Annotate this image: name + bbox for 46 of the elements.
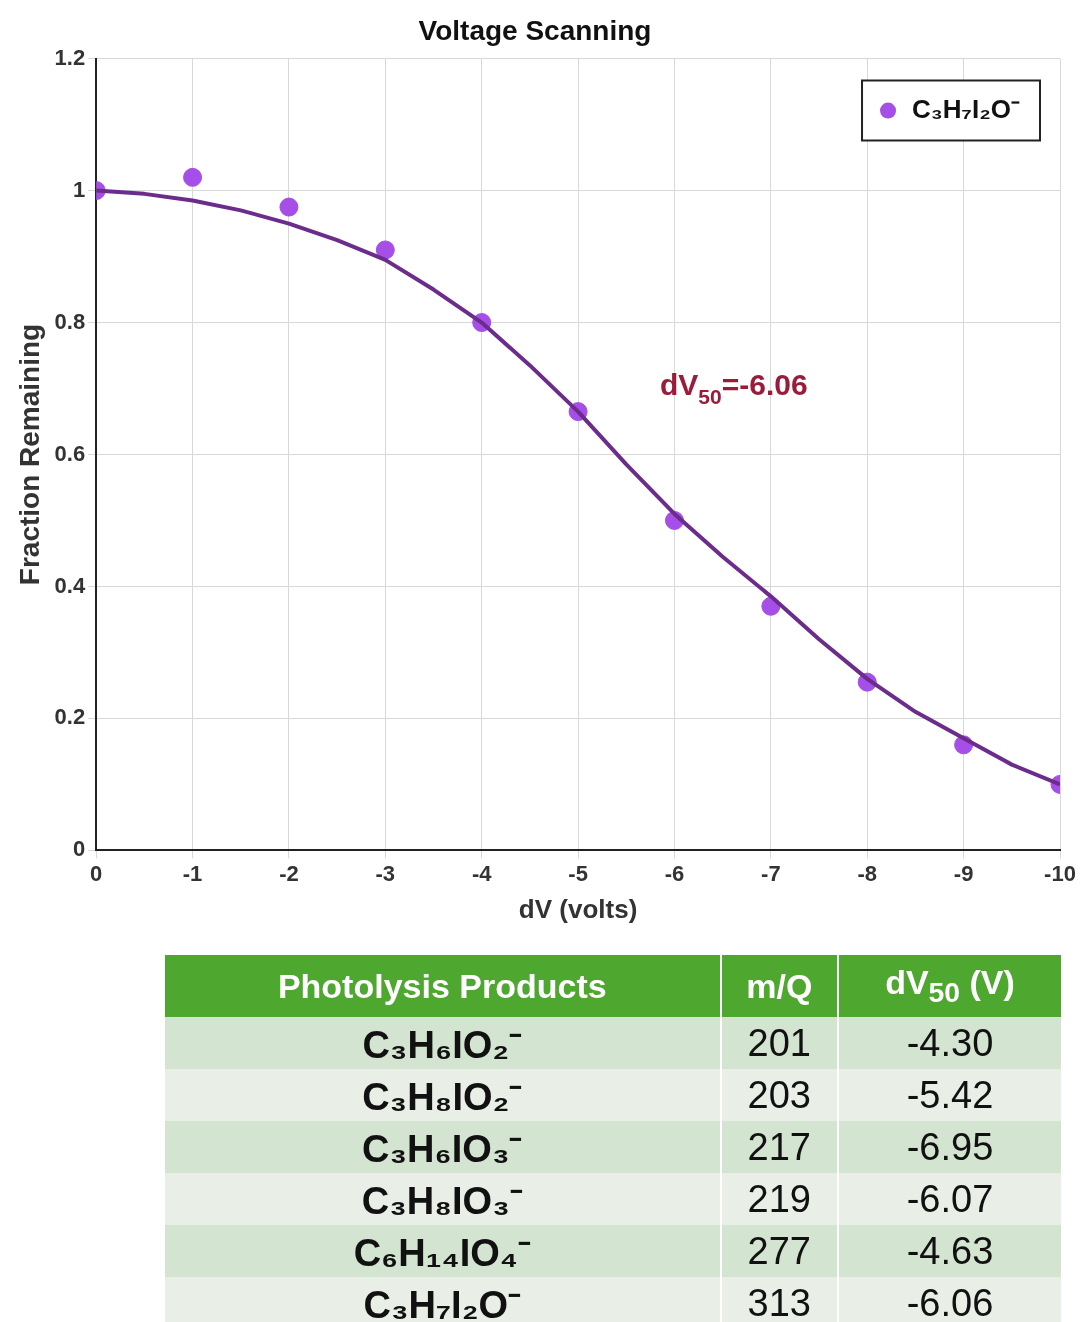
x-tick-label: -10: [1044, 860, 1076, 886]
category-label: m/Q: [720, 955, 838, 1017]
text: C₃H₇I₂O⁻: [363, 1284, 522, 1322]
text: -6.07: [906, 1177, 994, 1220]
x-tick-label: -7: [761, 860, 781, 886]
text: -4.63: [906, 1229, 994, 1272]
text: 203: [747, 1073, 811, 1116]
y-tick-label: 0.8: [54, 308, 86, 334]
category-label: dV$_{50}$ (V): [838, 955, 1062, 1017]
x-tick-label: -1: [182, 860, 203, 886]
legend-label: C₃H₇I₂O⁻: [912, 93, 1021, 124]
text: C₃H₈IO₂⁻: [362, 1076, 523, 1118]
y-tick-label: 0.4: [54, 572, 86, 598]
text: C₆H₁₄IO₄⁻: [353, 1232, 531, 1274]
text: C₃H₆IO₂⁻: [362, 1024, 523, 1066]
point: [183, 167, 203, 187]
y-tick-label: 1: [72, 176, 86, 202]
x-tick-label: -8: [857, 860, 878, 886]
text: 313: [747, 1281, 811, 1322]
text: 201: [747, 1021, 811, 1064]
text: C₃H₈IO₃⁻: [361, 1180, 523, 1222]
x-tick-label: -6: [664, 860, 685, 886]
text: -5.42: [906, 1073, 994, 1116]
x-tick-label: -4: [471, 860, 493, 886]
text: -4.30: [906, 1021, 994, 1064]
chart-title: Voltage Scanning: [418, 14, 652, 46]
y-tick-label: 1.2: [54, 44, 86, 70]
x-tick-label: -9: [953, 860, 974, 886]
text: C₃H₆IO₃⁻: [362, 1128, 523, 1170]
x-axis-title: dV (volts): [518, 893, 638, 924]
y-tick-label: 0: [72, 836, 86, 862]
text: -6.06: [906, 1281, 994, 1322]
y-tick-label: 0.6: [54, 440, 86, 466]
category-label: Photolysis Products: [165, 955, 721, 1017]
text: 219: [747, 1177, 811, 1220]
x-tick-label: -3: [375, 860, 396, 886]
y-axis-title: Fraction Remaining: [13, 323, 45, 586]
text: -6.95: [906, 1125, 994, 1168]
point: [375, 240, 395, 260]
x-tick-label: -2: [279, 860, 299, 886]
x-tick-label: -5: [568, 860, 588, 886]
text: 217: [747, 1125, 811, 1168]
point: [279, 197, 299, 217]
text: 277: [747, 1229, 811, 1272]
x-tick-label: 0: [90, 860, 103, 886]
y-tick-label: 0.2: [54, 704, 86, 730]
